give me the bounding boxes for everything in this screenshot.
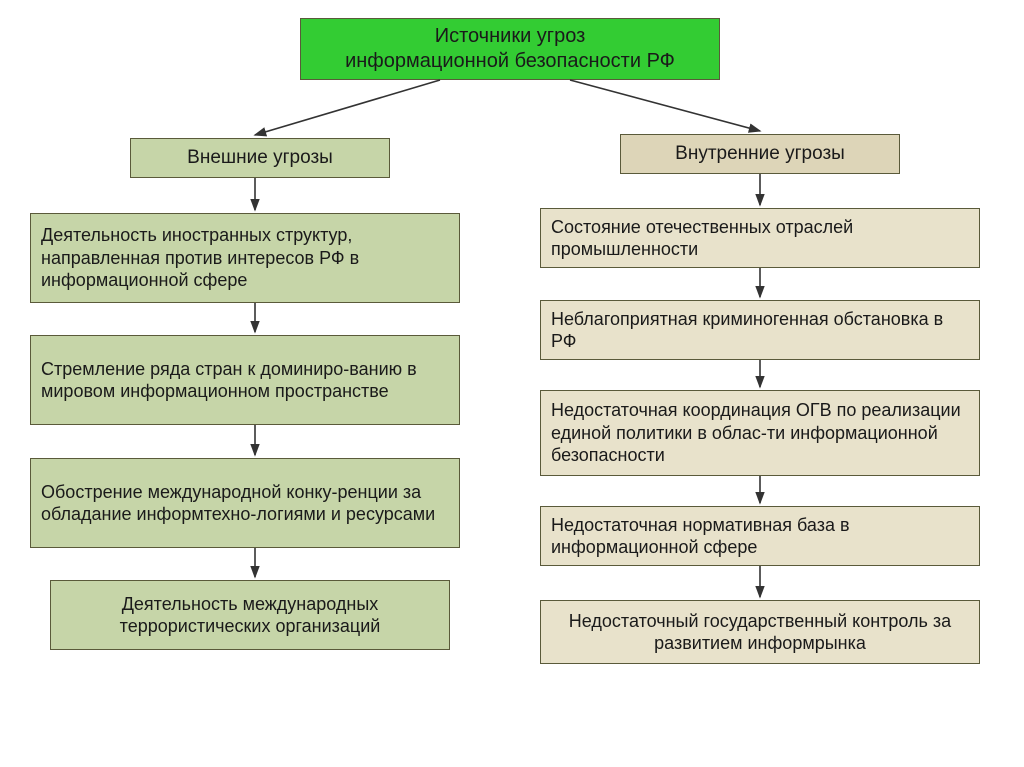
right-item-node: Неблагоприятная криминогенная обстановка… bbox=[540, 300, 980, 360]
left-item-text: Обострение международной конку-ренции за… bbox=[41, 481, 449, 526]
right-item-text: Неблагоприятная криминогенная обстановка… bbox=[551, 308, 969, 353]
right-item-text: Недостаточная координация ОГВ по реализа… bbox=[551, 399, 969, 467]
left-item-text: Стремление ряда стран к доминиро-ванию в… bbox=[41, 358, 449, 403]
left-item-text: Деятельность международных террористичес… bbox=[61, 593, 439, 638]
right-item-text: Недостаточная нормативная база в информа… bbox=[551, 514, 969, 559]
left-category-label: Внешние угрозы bbox=[187, 146, 333, 170]
right-item-text: Недостаточный государственный контроль з… bbox=[551, 610, 969, 655]
left-item-node: Деятельность иностранных структур, напра… bbox=[30, 213, 460, 303]
left-item-node: Обострение международной конку-ренции за… bbox=[30, 458, 460, 548]
left-item-node: Деятельность международных террористичес… bbox=[50, 580, 450, 650]
root-line2: информационной безопасности РФ bbox=[345, 49, 675, 74]
connector-arrow bbox=[255, 80, 440, 135]
root-node: Источники угроз информационной безопасно… bbox=[300, 18, 720, 80]
right-item-text: Состояние отечественных отраслей промышл… bbox=[551, 216, 969, 261]
right-item-node: Недостаточная координация ОГВ по реализа… bbox=[540, 390, 980, 476]
right-item-node: Состояние отечественных отраслей промышл… bbox=[540, 208, 980, 268]
left-item-node: Стремление ряда стран к доминиро-ванию в… bbox=[30, 335, 460, 425]
right-item-node: Недостаточный государственный контроль з… bbox=[540, 600, 980, 664]
right-item-node: Недостаточная нормативная база в информа… bbox=[540, 506, 980, 566]
root-line1: Источники угроз bbox=[345, 24, 675, 49]
left-category-node: Внешние угрозы bbox=[130, 138, 390, 178]
connector-arrow bbox=[570, 80, 760, 131]
right-category-node: Внутренние угрозы bbox=[620, 134, 900, 174]
right-category-label: Внутренние угрозы bbox=[675, 142, 845, 166]
left-item-text: Деятельность иностранных структур, напра… bbox=[41, 224, 449, 292]
